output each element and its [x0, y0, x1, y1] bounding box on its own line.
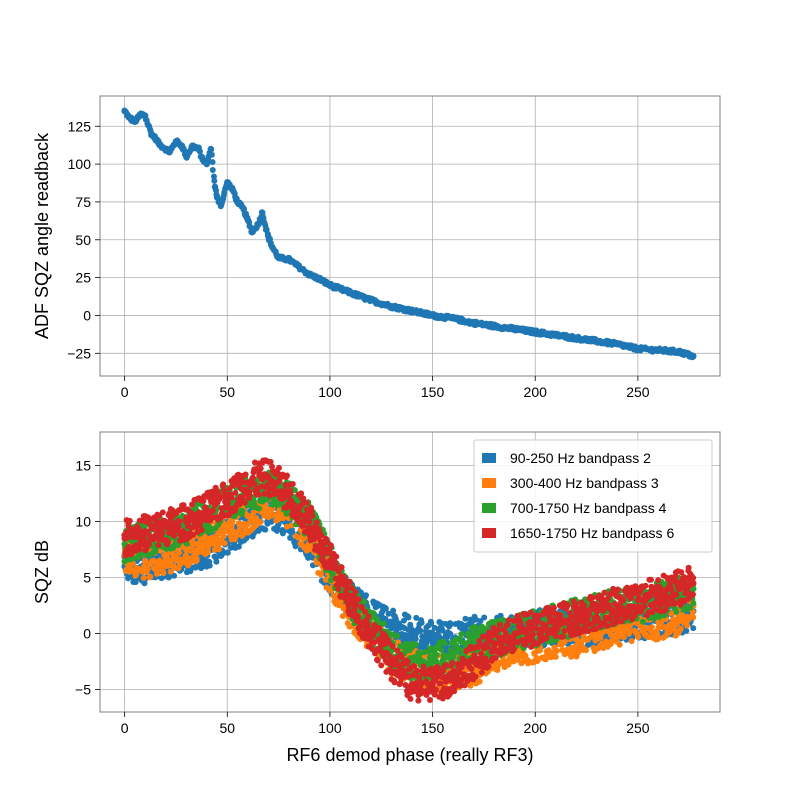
data-point — [216, 546, 222, 552]
x-tick-label: 50 — [219, 384, 235, 400]
data-point — [165, 540, 171, 546]
data-point — [394, 633, 400, 639]
y-tick-label: 75 — [75, 194, 91, 210]
data-point — [147, 574, 153, 580]
data-point — [274, 528, 280, 534]
data-point — [635, 634, 641, 640]
data-point — [673, 609, 679, 615]
data-point — [318, 572, 324, 578]
x-tick-label: 100 — [318, 384, 342, 400]
y-tick-label: 25 — [75, 270, 91, 286]
data-point — [207, 563, 213, 569]
y-tick-label: 0 — [83, 307, 91, 323]
y-tick-label: 125 — [68, 118, 92, 134]
data-point — [210, 167, 216, 173]
data-point — [199, 527, 205, 533]
data-point — [160, 509, 166, 515]
data-point — [210, 159, 216, 165]
data-point — [640, 619, 646, 625]
data-point — [381, 621, 387, 627]
data-point — [390, 608, 396, 614]
data-point — [127, 518, 133, 524]
data-point — [626, 630, 632, 636]
data-point — [234, 532, 240, 538]
data-point — [419, 620, 425, 626]
data-point — [583, 647, 589, 653]
data-point — [621, 634, 627, 640]
data-point — [434, 652, 440, 658]
data-point — [194, 557, 200, 563]
data-point — [209, 152, 215, 158]
data-point — [690, 625, 696, 631]
data-point — [553, 654, 559, 660]
x-tick-label: 200 — [524, 384, 548, 400]
data-point — [205, 549, 211, 555]
data-point — [690, 614, 696, 620]
data-point — [240, 508, 246, 514]
data-point — [442, 641, 448, 647]
data-point — [177, 518, 183, 524]
data-point — [197, 148, 203, 154]
data-point — [363, 592, 369, 598]
data-point — [655, 636, 661, 642]
data-point — [213, 559, 219, 565]
y-axis-label: ADF SQZ angle readback — [32, 132, 52, 339]
data-point — [262, 527, 268, 533]
data-point — [171, 533, 177, 539]
data-point — [678, 626, 684, 632]
data-point — [481, 614, 487, 620]
data-point — [160, 570, 166, 576]
data-point — [417, 628, 423, 634]
data-point — [690, 353, 696, 359]
data-point — [683, 628, 689, 634]
data-point — [225, 550, 231, 556]
data-point — [176, 524, 182, 530]
data-point — [176, 550, 182, 556]
data-point — [554, 648, 560, 654]
data-point — [383, 606, 389, 612]
data-point — [617, 642, 623, 648]
data-point — [211, 178, 217, 184]
x-tick-label: 150 — [421, 384, 445, 400]
data-point — [280, 530, 286, 536]
y-tick-label: −25 — [67, 345, 91, 361]
data-point — [141, 575, 147, 581]
data-point — [155, 542, 161, 548]
data-point — [405, 615, 411, 621]
data-point — [241, 205, 247, 211]
data-point — [629, 638, 635, 644]
data-point — [690, 600, 696, 606]
data-point — [159, 530, 165, 536]
data-point — [447, 631, 453, 637]
y-tick-label: 100 — [68, 156, 92, 172]
data-point — [458, 631, 464, 637]
data-point — [477, 679, 483, 685]
data-point — [257, 519, 263, 525]
data-point — [222, 540, 228, 546]
x-tick-label: 0 — [121, 384, 129, 400]
data-point — [136, 546, 142, 552]
x-tick-label: 250 — [626, 384, 650, 400]
data-point — [256, 505, 262, 511]
data-point — [684, 623, 690, 629]
data-point — [413, 641, 419, 647]
data-point — [229, 519, 235, 525]
y-tick-label: 50 — [75, 232, 91, 248]
data-point — [438, 647, 444, 653]
data-point — [649, 624, 655, 630]
